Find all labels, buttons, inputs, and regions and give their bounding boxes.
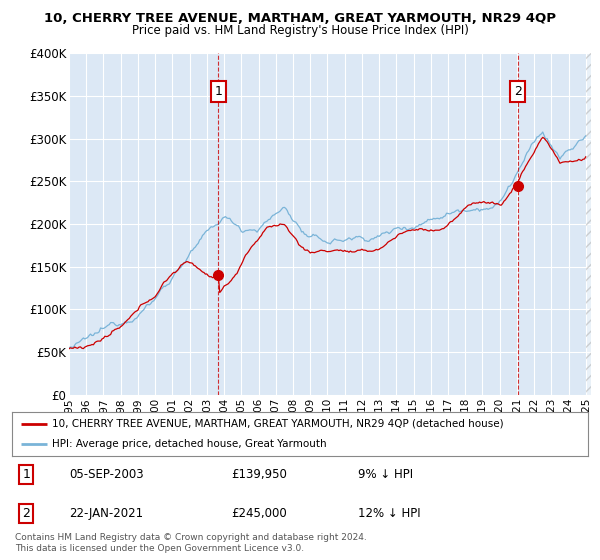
Text: 9% ↓ HPI: 9% ↓ HPI — [358, 468, 413, 481]
Text: 12% ↓ HPI: 12% ↓ HPI — [358, 507, 420, 520]
Text: 1: 1 — [214, 85, 223, 98]
Bar — [586, 53, 591, 395]
Text: 05-SEP-2003: 05-SEP-2003 — [70, 468, 144, 481]
Text: 22-JAN-2021: 22-JAN-2021 — [70, 507, 144, 520]
Text: 10, CHERRY TREE AVENUE, MARTHAM, GREAT YARMOUTH, NR29 4QP (detached house): 10, CHERRY TREE AVENUE, MARTHAM, GREAT Y… — [52, 419, 504, 429]
Text: £139,950: £139,950 — [231, 468, 287, 481]
Text: 10, CHERRY TREE AVENUE, MARTHAM, GREAT YARMOUTH, NR29 4QP: 10, CHERRY TREE AVENUE, MARTHAM, GREAT Y… — [44, 12, 556, 25]
Text: Contains HM Land Registry data © Crown copyright and database right 2024.
This d: Contains HM Land Registry data © Crown c… — [15, 533, 367, 553]
Text: HPI: Average price, detached house, Great Yarmouth: HPI: Average price, detached house, Grea… — [52, 439, 327, 449]
Text: Price paid vs. HM Land Registry's House Price Index (HPI): Price paid vs. HM Land Registry's House … — [131, 24, 469, 36]
Text: 1: 1 — [22, 468, 31, 481]
Text: 2: 2 — [514, 85, 522, 98]
Text: £245,000: £245,000 — [231, 507, 287, 520]
Text: 2: 2 — [22, 507, 31, 520]
